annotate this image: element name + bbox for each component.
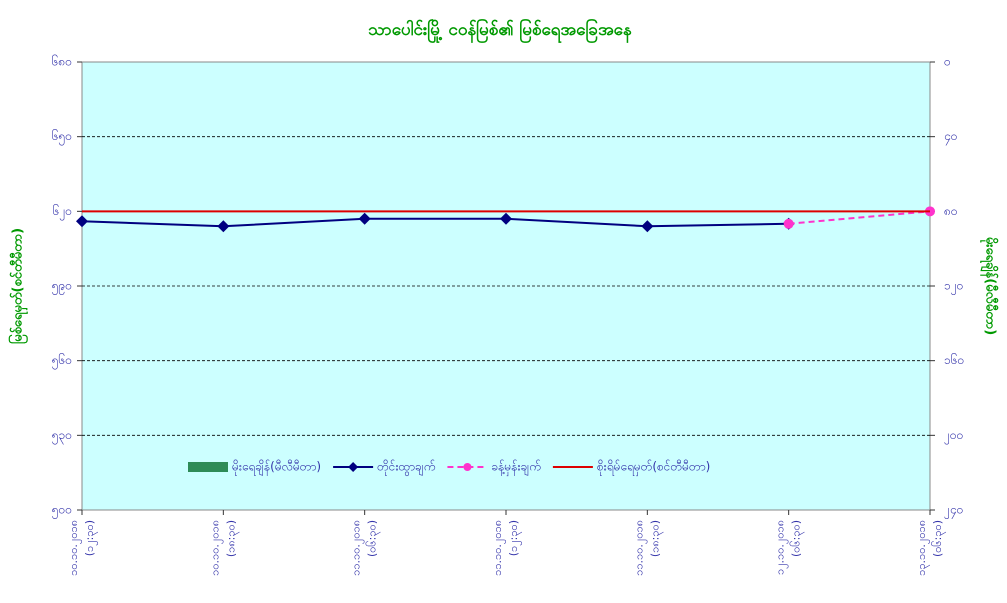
legend-swatch [188, 462, 228, 472]
x-tick-label: ၁၁.၁၀.၂၀၁၈ [350, 520, 365, 576]
legend-label: မိုးရေချိန်(မီလီမီတာ) [232, 459, 321, 477]
data-point [641, 220, 654, 233]
legend-label: တိုင်းထွာချက် [377, 459, 435, 477]
data-point [76, 215, 88, 228]
x-tick-label: ၁၁.၁၀.၂၀၁၈ [632, 520, 647, 576]
x-tick-label: (၁၂:၃၀) [507, 520, 522, 556]
x-tick-label: ၁၂.၁၀.၂၀၁၈ [774, 520, 789, 575]
x-tick-label: (၀၆:၃၀) [366, 520, 381, 557]
x-tick-label: ၁၀.၁၀.၂၀၁၈ [208, 520, 223, 576]
x-tick-label: (၁၂:၃၀) [83, 520, 98, 556]
legend-marker [348, 462, 359, 472]
x-tick-label: ၁၀.၁၀.၂၀၁၈ [67, 520, 82, 576]
y-tick-label: ၆၈၀ [52, 54, 72, 69]
x-tick-label: (၁၈:၃၀) [224, 520, 239, 557]
y-tick-label: ၆၅၀ [52, 128, 72, 146]
y-tick-label: ၆၂၀ [53, 203, 72, 221]
chart-title: သာပေါင်းမြို့ ငဝန်မြစ်၏ မြစ်ရေအခြေအနေ [367, 17, 632, 44]
y2-tick-label: ၁၆၀ [944, 352, 964, 367]
data-point [783, 218, 794, 229]
series-line [81, 217, 789, 228]
data-point [500, 212, 512, 225]
legend-label: စိုးရိမ်ရေမှတ်(စင်တီမီတာ) [597, 459, 710, 477]
y-axis-label: မြစ်ရေမှတ်(စင်တီမီတာ) [8, 228, 29, 344]
y-tick-label: ၅၃၀ [52, 428, 72, 445]
y-tick-label: ၅၉၀ [52, 279, 72, 296]
legend-label: ခန့်မှန်းချက် [491, 459, 540, 477]
y-tick-label: ၅၆၀ [52, 352, 72, 370]
data-point [217, 220, 230, 233]
y2-tick-label: ၂၀၀ [944, 428, 963, 445]
y2-tick-label: ၀ [944, 55, 951, 69]
x-tick-label: ၁၃.၁၀.၂၀၁၈ [915, 520, 930, 576]
y2-tick-label: ၂၄၀ [944, 503, 963, 520]
x-tick-label: ၁၁.၁၀.၂၀၁၈ [491, 520, 506, 576]
legend-marker [463, 463, 472, 471]
x-tick-label: (၁၈:၃၀) [648, 520, 663, 557]
y-tick-label: ၅၀၀ [52, 503, 72, 520]
y2-axis-label: မိုးရေချိန်(မီလီမီတာ) [980, 237, 1000, 335]
y2-tick-label: ၁၂၀ [944, 279, 963, 296]
y2-tick-label: ၄၀ [944, 129, 958, 146]
y2-tick-label: ၈၀ [944, 204, 958, 218]
x-tick-label: (၀၆:၃၀) [790, 520, 805, 557]
x-tick-label: (၀၆:၃၀) [931, 520, 946, 557]
data-point [358, 212, 371, 225]
series-line [788, 210, 931, 225]
